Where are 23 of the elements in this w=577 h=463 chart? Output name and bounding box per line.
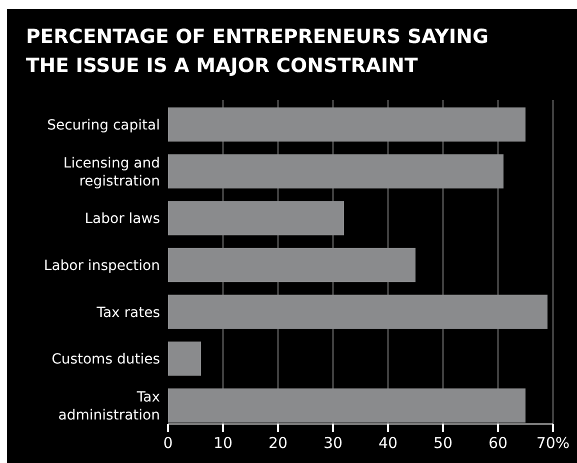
bar — [168, 248, 416, 282]
y-tick-label: Customs duties — [52, 352, 160, 368]
chart-title: PERCENTAGE OF ENTREPRENEURS SAYING THE ISSUE IS A MAJOR CONSTRAINT — [26, 25, 488, 77]
bar — [168, 294, 548, 329]
bar — [168, 107, 526, 142]
y-tick-label: Tax administration — [58, 390, 160, 424]
y-tick-label: Licensing and registration — [63, 155, 160, 190]
x-tick-label: 50 — [433, 434, 453, 452]
x-tick-label: 30 — [323, 434, 343, 452]
y-tick-label: Labor laws — [84, 211, 160, 228]
x-tick-label: 10 — [213, 434, 233, 452]
x-tick-label: 70% — [536, 434, 570, 452]
x-tick-label: 60 — [488, 434, 508, 452]
bar — [168, 201, 344, 236]
bar — [168, 388, 526, 423]
y-tick-label: Labor inspection — [44, 258, 160, 274]
bar — [168, 154, 504, 188]
x-tick-label: 0 — [163, 434, 173, 452]
bar — [168, 342, 201, 376]
y-tick-label: Tax rates — [96, 304, 160, 321]
x-tick-label: 20 — [268, 434, 288, 452]
y-tick-label: Securing capital — [47, 118, 160, 134]
x-tick-label: 40 — [378, 434, 398, 452]
